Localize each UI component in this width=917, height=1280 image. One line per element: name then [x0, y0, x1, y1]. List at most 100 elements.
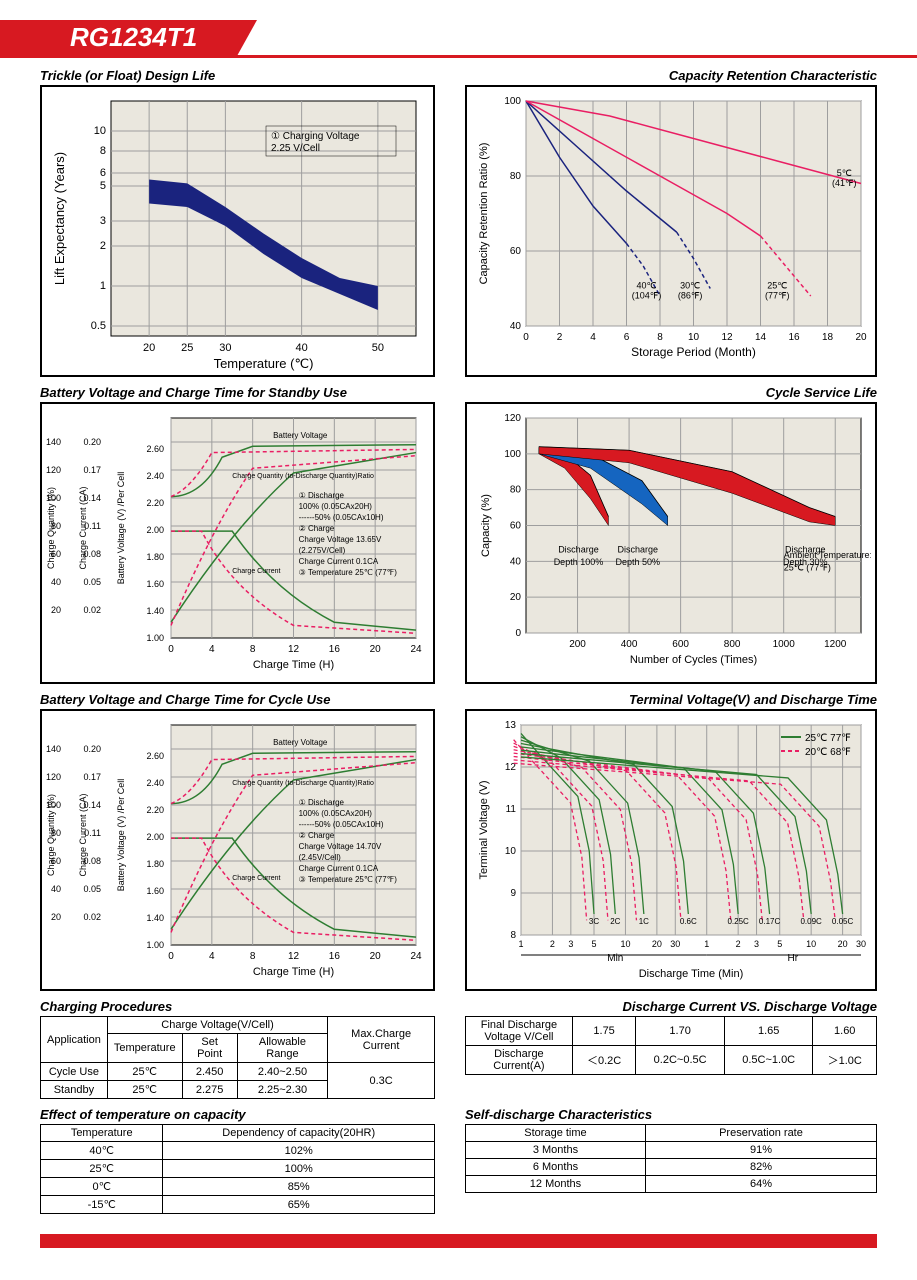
svg-text:10: 10 [94, 125, 106, 137]
svg-text:8: 8 [250, 951, 256, 962]
td: 91% [645, 1142, 876, 1159]
svg-text:0.02: 0.02 [83, 912, 101, 922]
svg-text:2.60: 2.60 [146, 751, 164, 761]
svg-text:(41℉): (41℉) [832, 178, 857, 188]
discharge-table: Final Discharge Voltage V/Cell 1.75 1.70… [465, 1016, 877, 1075]
cycle-life-title: Cycle Service Life [465, 385, 877, 400]
svg-text:11: 11 [506, 804, 517, 815]
th-dc: Discharge Current(A) [466, 1046, 573, 1075]
svg-text:Ambient Temperature:: Ambient Temperature: [784, 550, 871, 560]
terminal-chart: 1235102030123510203089101112133C2C1C0.6C… [465, 709, 877, 991]
th: Temperature [41, 1125, 163, 1142]
svg-text:0.05: 0.05 [83, 884, 101, 894]
svg-text:50: 50 [372, 342, 384, 354]
svg-text:12: 12 [288, 951, 300, 962]
cycle-charge-title: Battery Voltage and Charge Time for Cycl… [40, 692, 435, 707]
td: 2.275 [182, 1081, 237, 1099]
svg-text:10: 10 [505, 846, 517, 857]
th: Preservation rate [645, 1125, 876, 1142]
svg-text:2.25 V/Cell: 2.25 V/Cell [271, 143, 320, 154]
svg-text:5: 5 [100, 180, 106, 192]
charging-title: Charging Procedures [40, 999, 435, 1014]
svg-text:Charge Current (CA): Charge Current (CA) [78, 486, 88, 569]
svg-text:1.40: 1.40 [146, 606, 164, 616]
svg-text:0: 0 [515, 628, 521, 639]
svg-text:25℃ (77℉): 25℃ (77℉) [784, 562, 831, 572]
svg-text:(77℉): (77℉) [765, 291, 790, 301]
svg-text:80: 80 [510, 485, 522, 496]
td: 25℃ [41, 1160, 163, 1178]
retention-title: Capacity Retention Characteristic [465, 68, 877, 83]
svg-text:Charge Current: Charge Current [232, 568, 280, 575]
svg-text:3: 3 [754, 939, 759, 949]
td: 1.75 [572, 1017, 635, 1046]
svg-text:(86℉): (86℉) [678, 291, 703, 301]
td: 0℃ [41, 1178, 163, 1196]
svg-text:1C: 1C [639, 917, 649, 926]
svg-text:2.20: 2.20 [146, 805, 164, 815]
svg-text:Terminal Voltage (V): Terminal Voltage (V) [478, 780, 490, 879]
svg-text:Charge Time (H): Charge Time (H) [253, 966, 334, 978]
td: 40℃ [41, 1142, 163, 1160]
svg-text:60: 60 [510, 521, 522, 532]
svg-text:8: 8 [657, 332, 663, 343]
svg-text:② Charge: ② Charge [299, 524, 335, 533]
svg-text:40: 40 [510, 321, 522, 332]
svg-text:① Charging Voltage: ① Charging Voltage [271, 131, 360, 142]
svg-text:3C: 3C [589, 917, 599, 926]
th-app: Application [41, 1017, 108, 1063]
cycle-charge-chart: 04812162024204060801001201400.020.050.08… [40, 709, 435, 991]
td: 12 Months [466, 1176, 646, 1193]
svg-text:Charge Voltage 14.70V: Charge Voltage 14.70V [299, 842, 382, 851]
svg-text:0.17: 0.17 [83, 465, 101, 475]
svg-text:8: 8 [250, 644, 256, 655]
svg-text:14: 14 [755, 332, 767, 343]
svg-text:2.00: 2.00 [146, 832, 164, 842]
svg-text:① Discharge: ① Discharge [299, 491, 345, 500]
svg-text:6: 6 [100, 167, 106, 179]
cycle-life-chart: 20040060080010001200020406080100120Disch… [465, 402, 877, 684]
svg-text:③ Temperature 25℃ (77℉): ③ Temperature 25℃ (77℉) [299, 568, 398, 577]
svg-text:25℃ 77℉: 25℃ 77℉ [805, 733, 851, 744]
svg-text:Depth 100%: Depth 100% [554, 557, 604, 567]
svg-text:5: 5 [777, 939, 782, 949]
svg-text:40: 40 [510, 556, 522, 567]
svg-text:200: 200 [569, 639, 586, 650]
svg-text:1.00: 1.00 [146, 940, 164, 950]
svg-text:100% (0.05CAx20H): 100% (0.05CAx20H) [299, 809, 373, 818]
svg-text:Battery Voltage: Battery Voltage [273, 738, 328, 747]
td: 100% [163, 1160, 435, 1178]
svg-text:800: 800 [724, 639, 741, 650]
svg-text:Charge Quantity (%): Charge Quantity (%) [46, 487, 56, 569]
svg-text:20: 20 [51, 605, 61, 615]
svg-text:② Charge: ② Charge [299, 831, 335, 840]
svg-text:1.80: 1.80 [146, 859, 164, 869]
svg-text:4: 4 [209, 644, 215, 655]
td: 25℃ [107, 1063, 182, 1081]
td: 25℃ [107, 1081, 182, 1099]
svg-text:20: 20 [143, 342, 155, 354]
svg-text:6: 6 [624, 332, 630, 343]
trickle-title: Trickle (or Float) Design Life [40, 68, 435, 83]
standby-chart: 04812162024204060801001201400.020.050.08… [40, 402, 435, 684]
svg-text:120: 120 [46, 772, 61, 782]
svg-text:30℃: 30℃ [680, 281, 700, 291]
svg-text:20: 20 [370, 951, 382, 962]
charging-table: Application Charge Voltage(V/Cell) Max.C… [40, 1016, 435, 1099]
svg-text:10: 10 [620, 939, 630, 949]
svg-text:100: 100 [504, 449, 521, 460]
svg-text:Temperature (℃): Temperature (℃) [214, 356, 314, 371]
svg-text:0: 0 [168, 951, 174, 962]
td: 102% [163, 1142, 435, 1160]
svg-text:24: 24 [410, 644, 422, 655]
svg-text:Storage Period (Month): Storage Period (Month) [631, 345, 756, 359]
td: 82% [645, 1159, 876, 1176]
svg-text:8: 8 [510, 930, 516, 941]
svg-text:16: 16 [329, 644, 341, 655]
svg-text:100: 100 [504, 96, 521, 107]
td: Cycle Use [41, 1063, 108, 1081]
svg-text:Charge Quantity (to-Discharge: Charge Quantity (to-Discharge Quantity)R… [232, 780, 374, 787]
th: Storage time [466, 1125, 646, 1142]
svg-text:12: 12 [721, 332, 733, 343]
svg-text:Lift Expectancy (Years): Lift Expectancy (Years) [52, 152, 67, 285]
